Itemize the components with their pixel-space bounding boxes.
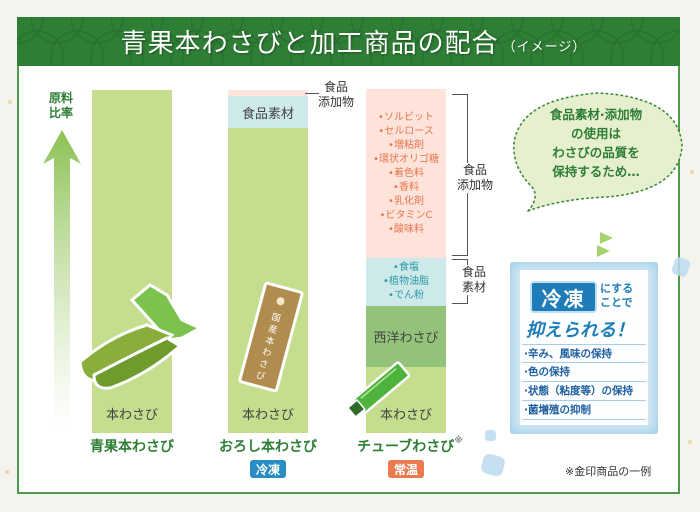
column-name-oroshi: おろし本わさび — [198, 436, 338, 456]
column-name-text: おろし本わさび — [219, 439, 317, 455]
additive-item: •酸味料 — [388, 223, 424, 235]
y-axis-label-line: 原料 — [48, 91, 73, 105]
paper-speck — [690, 170, 694, 174]
paper-speck — [5, 470, 9, 474]
bracket-line-text: 添加物 — [456, 178, 493, 192]
frozen-suffix-line: にする — [600, 282, 634, 295]
benefit-item: ·辛み、風味の保持 — [522, 344, 646, 363]
speech-bubble — [513, 92, 683, 212]
column-name-text: チューブわさび — [357, 439, 455, 455]
segment-label: 本わさび — [379, 408, 432, 423]
segment-additives: •ソルビット •セルロース •増粘剤 •環状オリゴ糖 •着色料 •香料 •乳化剤… — [366, 89, 446, 258]
additive-item: •乳化剤 — [388, 195, 424, 207]
frozen-suffix-line: ことで — [600, 296, 633, 309]
tube-wasabi-image — [346, 361, 411, 419]
svg-text:び: び — [255, 370, 267, 383]
svg-text:本: 本 — [264, 334, 276, 348]
ice-cube-decoration — [485, 430, 496, 441]
footnote-mark: ※ — [454, 436, 463, 446]
y-axis-label: 原料 比率 — [44, 91, 78, 121]
segment-label: 西洋わさび — [373, 331, 439, 346]
page-title: 青果本わさびと加工商品の配合 （イメージ） — [17, 17, 680, 66]
additive-item: •セルロース — [378, 125, 434, 137]
header-banner: 青果本わさびと加工商品の配合 （イメージ） — [17, 17, 680, 66]
ingredient-item: •でん粉 — [388, 290, 424, 301]
frozen-tag: 冷凍 — [530, 281, 597, 313]
pointer-triangle-icon — [600, 232, 613, 244]
additive-item: •増粘剤 — [388, 139, 424, 151]
frozen-headline: 抑えられる！ — [526, 320, 634, 341]
segment-additives — [228, 90, 308, 96]
segment-ingredients: •食塩 •植物油脂 •でん粉 — [366, 258, 446, 306]
ingredient-item: •植物油脂 — [383, 276, 429, 287]
title-text: 青果本わさびと加工商品の配合 — [120, 29, 499, 59]
ambient-badge: 常温 — [388, 460, 424, 478]
additive-item: •香料 — [393, 181, 419, 193]
benefit-item: ·色の保持 — [522, 363, 646, 382]
up-arrow-icon — [43, 130, 81, 428]
footnote: ※金印商品の一例 — [565, 465, 652, 478]
benefit-item: ·状態（粘度等）の保持 — [522, 382, 646, 401]
frozen-badge: 冷凍 — [250, 460, 286, 478]
paper-speck — [8, 100, 12, 104]
y-axis-label-line: 比率 — [48, 106, 73, 120]
bubble-line: 保持するため… — [552, 164, 640, 179]
paper-speck — [688, 440, 692, 444]
svg-text:産: 産 — [267, 322, 279, 336]
bracket-line-text: 食品 — [462, 163, 487, 177]
callout-line-text: 添加物 — [317, 95, 354, 109]
segment-label: 本わさび — [105, 408, 158, 423]
column-name-fresh: 青果本わさび — [62, 436, 202, 456]
bubble-line: 食品素材·添加物 — [549, 107, 643, 122]
segment-label: 食品素材 — [241, 106, 294, 122]
callout-line — [305, 93, 319, 94]
additives-bracket-label: 食品 添加物 — [448, 163, 502, 193]
seigaiha-pattern — [17, 17, 680, 66]
additive-item: •環状オリゴ糖 — [373, 153, 439, 165]
bracket-line-text: 食品 — [461, 265, 486, 279]
oroshi-wasabi-package-image: 国 産 本 わ さ び — [238, 281, 304, 393]
additive-item: •ソルビット — [378, 111, 434, 123]
svg-text:国: 国 — [270, 312, 282, 325]
segment-label: 本わさび — [241, 408, 294, 423]
bar-column-3: •ソルビット •セルロース •増粘剤 •環状オリゴ糖 •着色料 •香料 •乳化剤… — [366, 89, 446, 433]
segment-ingredients: 食品素材 — [228, 96, 308, 128]
additive-callout-label: 食品 添加物 — [314, 80, 358, 110]
column-name-text: 青果本わさび — [90, 439, 174, 455]
frozen-benefits-list: ·辛み、風味の保持 ·色の保持 ·状態（粘度等）の保持 ·菌増殖の抑制 — [522, 344, 646, 420]
column-name-tube: チューブわさび※ — [340, 436, 480, 456]
bubble-line: の使用は — [570, 126, 621, 141]
frozen-suffix: にする ことで — [600, 282, 633, 310]
bubble-text: 食品素材·添加物 の使用は わさびの品質を 保持するため… — [520, 105, 672, 181]
pointer-triangle-icon — [597, 245, 610, 257]
fresh-wasabi-image — [78, 283, 202, 390]
ingredient-item: •食塩 — [393, 262, 419, 273]
ingredients-bracket-label: 食品 素材 — [452, 265, 496, 295]
segment-seiyo-wasabi: 西洋わさび — [366, 306, 446, 367]
bubble-line: わさびの品質を — [552, 145, 640, 160]
title-subtitle: （イメージ） — [502, 40, 587, 55]
svg-text:さ: さ — [258, 358, 270, 371]
callout-line-text: 食品 — [323, 80, 348, 94]
bracket-line-text: 素材 — [461, 280, 486, 294]
svg-text:わ: わ — [261, 346, 273, 359]
benefit-item: ·菌増殖の抑制 — [522, 401, 646, 420]
additive-item: •ビタミンC — [379, 209, 433, 221]
additive-item: •着色料 — [388, 167, 424, 179]
